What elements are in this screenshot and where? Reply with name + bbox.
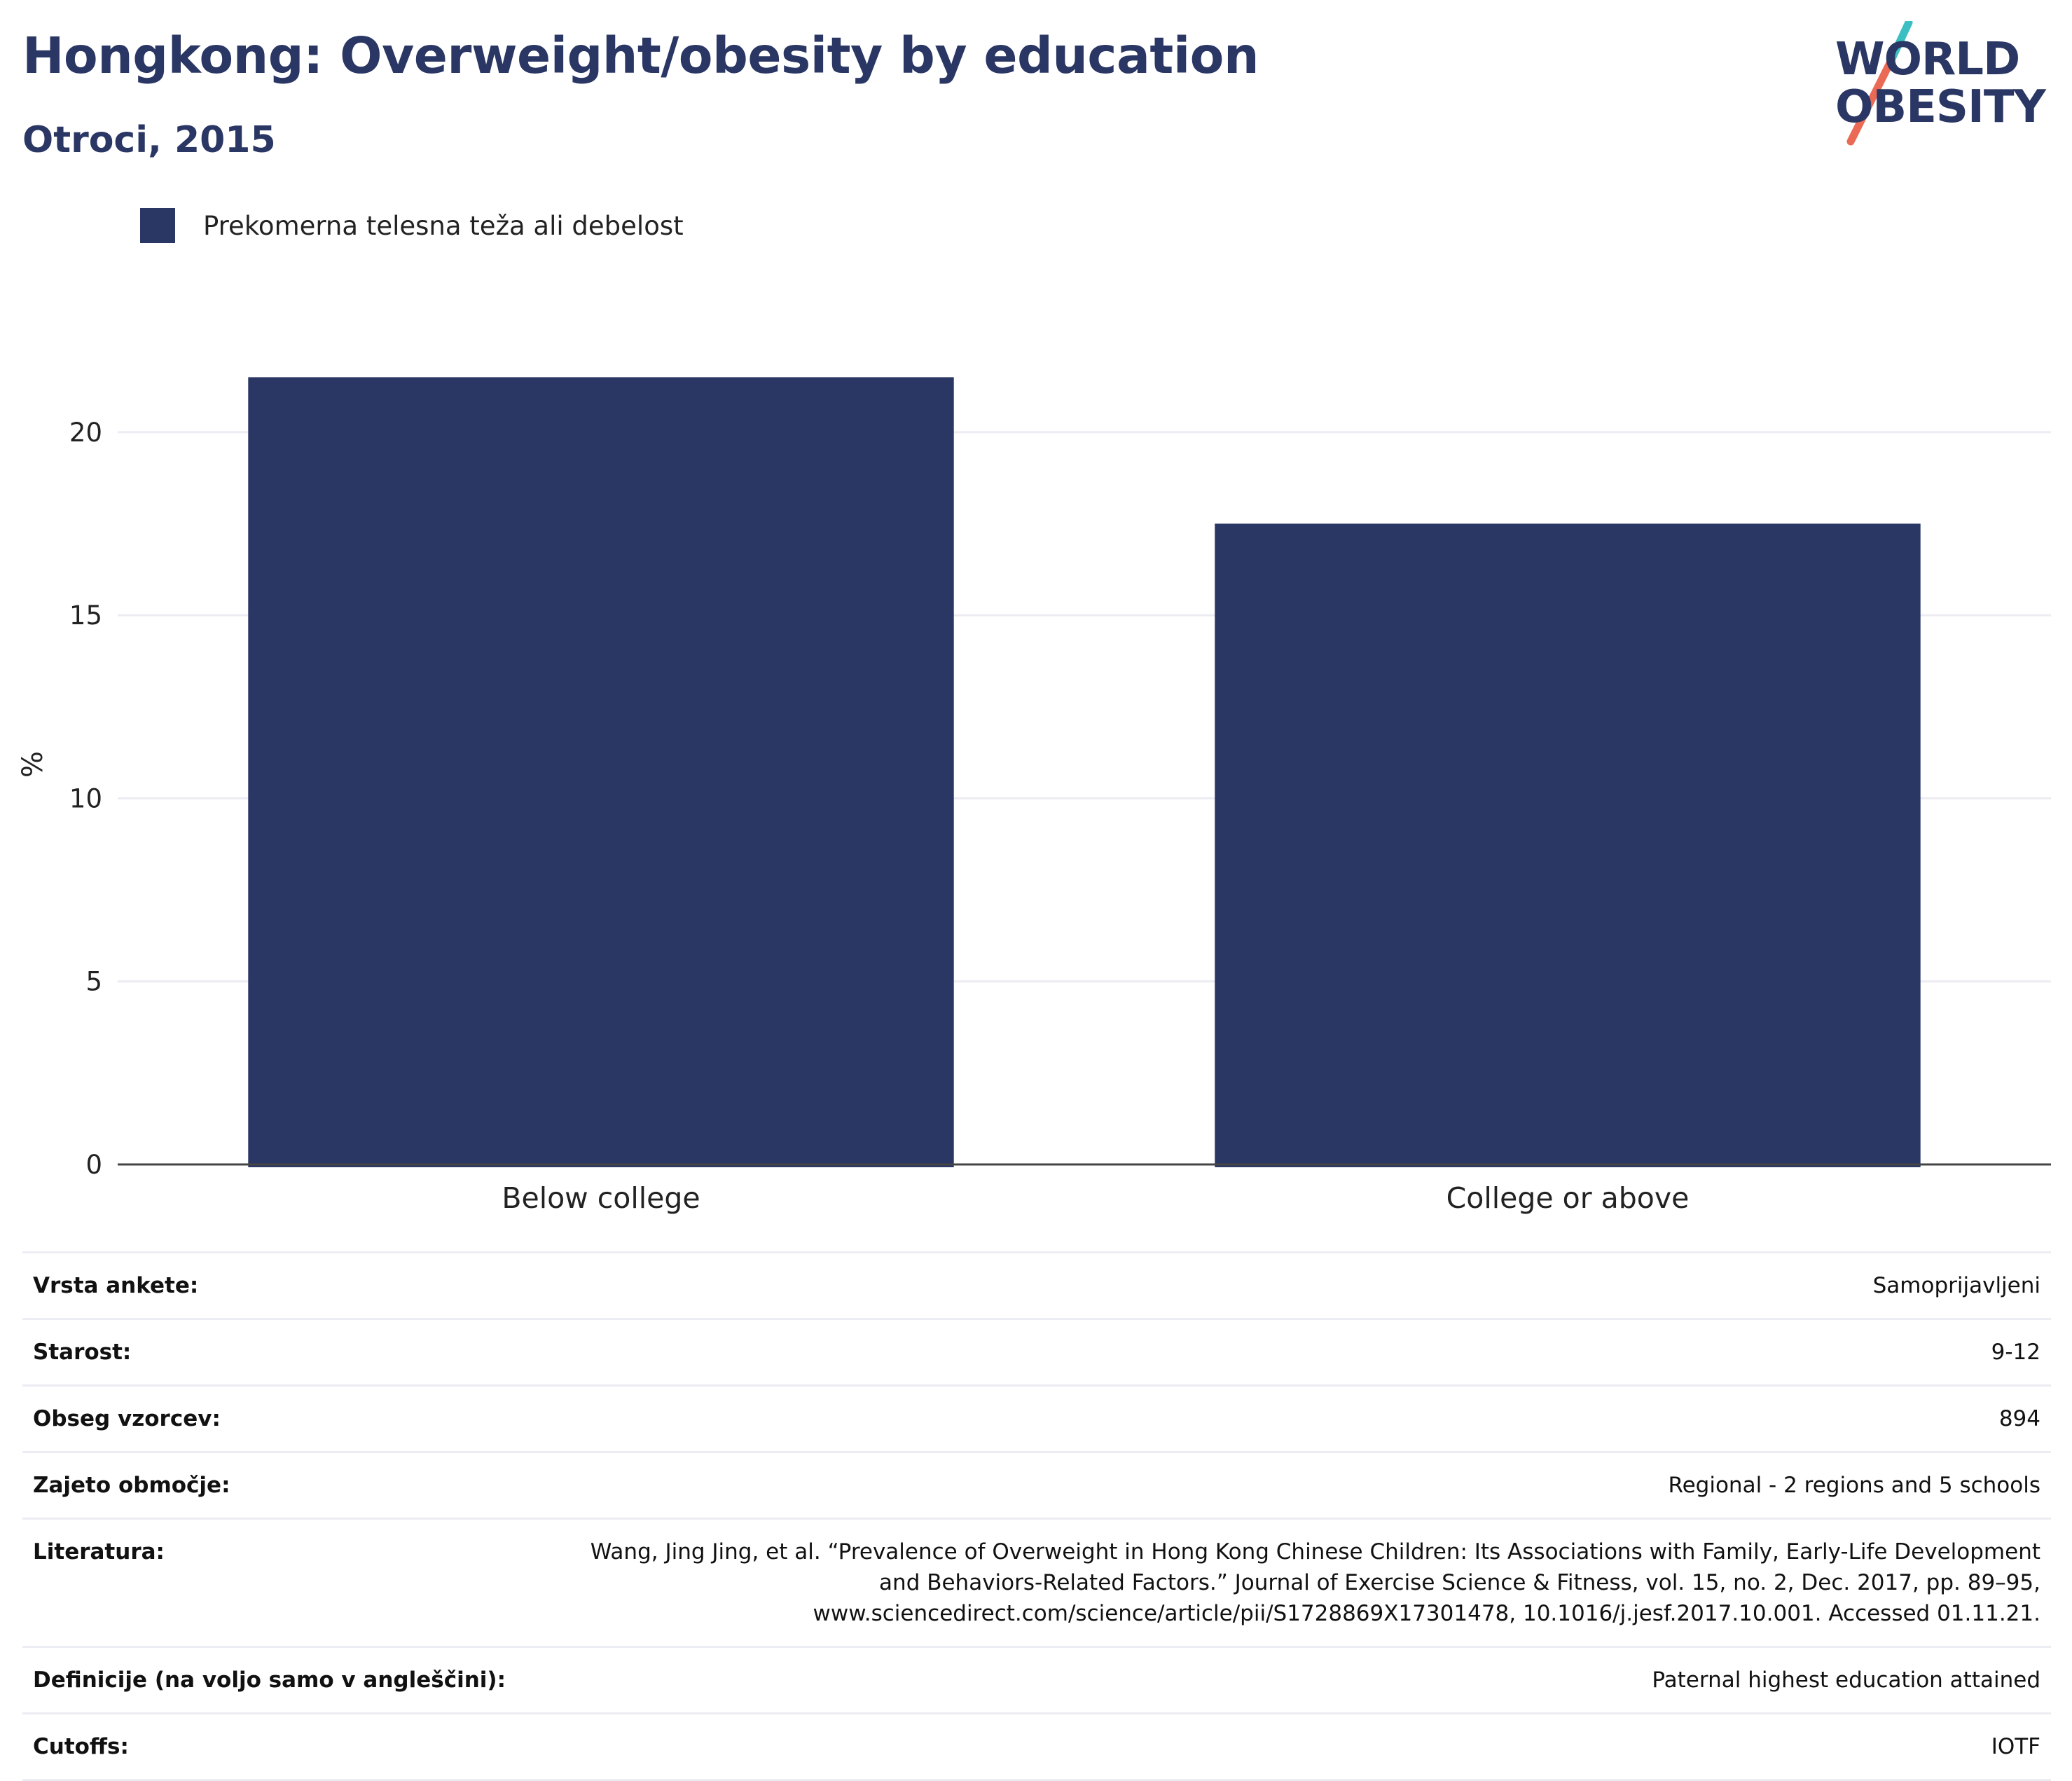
info-row: Definicije (na voljo samo v angleščini):… bbox=[22, 1646, 2051, 1714]
info-label: Definicije (na voljo samo v angleščini): bbox=[22, 1646, 534, 1714]
chart-subtitle: Otroci, 2015 bbox=[22, 119, 276, 161]
info-value: Regional - 2 regions and 5 schools bbox=[534, 1451, 2051, 1519]
legend-swatch bbox=[140, 208, 175, 243]
info-label: Vrsta ankete: bbox=[22, 1251, 534, 1319]
info-table: Vrsta ankete: Samoprijavljeni Starost: 9-12… bbox=[22, 1251, 2051, 1781]
info-value: 9-12 bbox=[534, 1318, 2051, 1386]
logo-slash-icon bbox=[1846, 18, 1913, 146]
info-row: Cutoffs: IOTF bbox=[22, 1712, 2051, 1781]
chart-title: Hongkong: Overweight/obesity by educatio… bbox=[22, 27, 1259, 85]
y-tick-label: 15 bbox=[69, 600, 102, 631]
y-tick-label: 5 bbox=[85, 967, 102, 997]
x-tick-label: College or above bbox=[1446, 1181, 1690, 1215]
info-row: Vrsta ankete: Samoprijavljeni bbox=[22, 1251, 2051, 1319]
info-value: 894 bbox=[534, 1384, 2051, 1452]
y-tick-label: 0 bbox=[85, 1150, 102, 1180]
logo-line1: WORLD bbox=[1835, 34, 2020, 85]
y-axis-title: % bbox=[17, 751, 49, 778]
world-obesity-logo: WORLD OBESITY bbox=[1828, 18, 2059, 147]
info-row: Starost: 9-12 bbox=[22, 1318, 2051, 1386]
info-label: Zajeto območje: bbox=[22, 1451, 534, 1519]
info-label: Literatura: bbox=[22, 1518, 534, 1647]
legend-label: Prekomerna telesna teža ali debelost bbox=[203, 211, 684, 241]
bar bbox=[1215, 523, 1921, 1167]
info-label: Obseg vzorcev: bbox=[22, 1384, 534, 1452]
x-tick-label: Below college bbox=[502, 1181, 700, 1215]
y-tick-label: 10 bbox=[69, 783, 102, 813]
info-row: Zajeto območje: Regional - 2 regions and … bbox=[22, 1451, 2051, 1519]
info-value: Wang, Jing Jing, et al. “Prevalence of O… bbox=[534, 1518, 2051, 1647]
info-row: Obseg vzorcev: 894 bbox=[22, 1384, 2051, 1452]
info-value: Samoprijavljeni bbox=[534, 1251, 2051, 1319]
info-label: Cutoffs: bbox=[22, 1712, 534, 1781]
bar bbox=[248, 377, 954, 1167]
info-value: IOTF bbox=[534, 1712, 2051, 1781]
info-value: Paternal highest education attained bbox=[534, 1646, 2051, 1714]
info-row: Literatura: Wang, Jing Jing, et al. “Prev… bbox=[22, 1518, 2051, 1647]
logo-line2: OBESITY bbox=[1835, 81, 2046, 133]
info-label: Starost: bbox=[22, 1318, 534, 1386]
bar-chart: 0 5 10 15 20% Below college College or above bbox=[17, 377, 2051, 1215]
y-tick-label: 20 bbox=[69, 418, 102, 448]
